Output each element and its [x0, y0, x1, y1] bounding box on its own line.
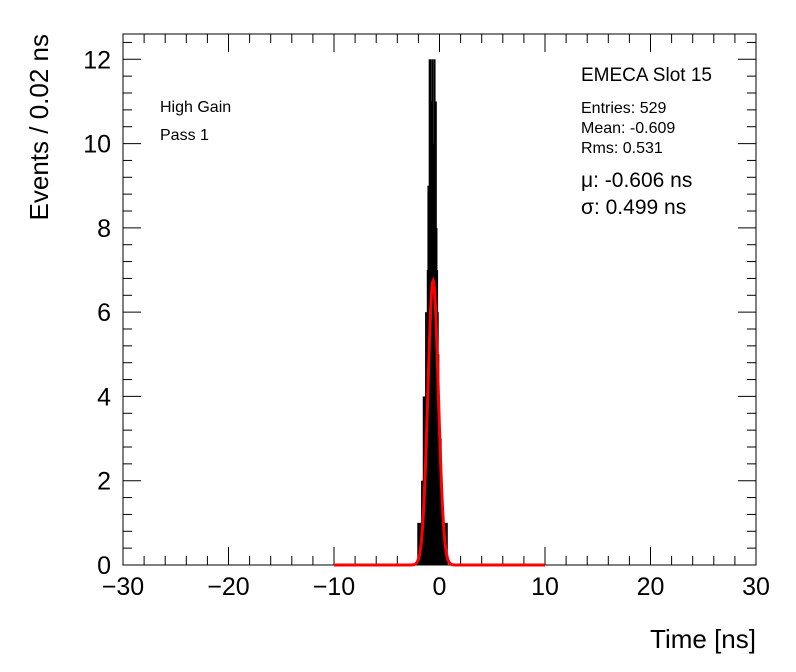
x-axis-label: Time [ns]: [650, 624, 756, 654]
x-tick-label: −30: [102, 573, 144, 601]
x-tick-label: −10: [313, 573, 355, 601]
annotation-pass: Pass 1: [160, 127, 209, 144]
x-tick-label: 10: [531, 573, 559, 601]
stats-entries: Entries: 529: [581, 100, 666, 117]
y-tick-label: 6: [97, 299, 111, 327]
stats-rms: Rms: 0.531: [581, 140, 663, 157]
y-tick-label: 12: [83, 46, 111, 74]
y-axis-label: Events / 0.02 ns: [24, 34, 54, 220]
chart-title: EMECA Slot 15: [581, 65, 712, 86]
x-tick-label: 0: [433, 573, 447, 601]
x-tick-label: −20: [207, 573, 249, 601]
x-tick-label: 30: [742, 573, 770, 601]
histogram-bin: [417, 522, 420, 565]
gaussian-fit-curve: [334, 276, 545, 567]
histogram-bin: [418, 522, 421, 565]
histogram-bin: [445, 522, 448, 565]
fit-sigma-label: σ: 0.499 ns: [581, 196, 686, 219]
y-tick-label: 0: [97, 552, 111, 580]
fit-mu-label: μ: -0.606 ns: [581, 169, 692, 192]
x-tick-label: 20: [637, 573, 665, 601]
y-tick-label: 2: [97, 468, 111, 496]
stats-mean: Mean: -0.609: [581, 120, 675, 137]
axis-ticks: [122, 34, 757, 566]
y-tick-labels: 0 2 4 6 8 10 12: [83, 46, 111, 580]
y-tick-label: 10: [83, 131, 111, 159]
histogram-bin: [441, 522, 444, 565]
annotation-high-gain: High Gain: [160, 99, 231, 116]
histogram-bin: [440, 480, 443, 565]
y-tick-label: 8: [97, 215, 111, 243]
x-tick-labels: −30 −20 −10 0 10 20 30: [102, 573, 770, 601]
y-tick-label: 4: [97, 383, 111, 411]
